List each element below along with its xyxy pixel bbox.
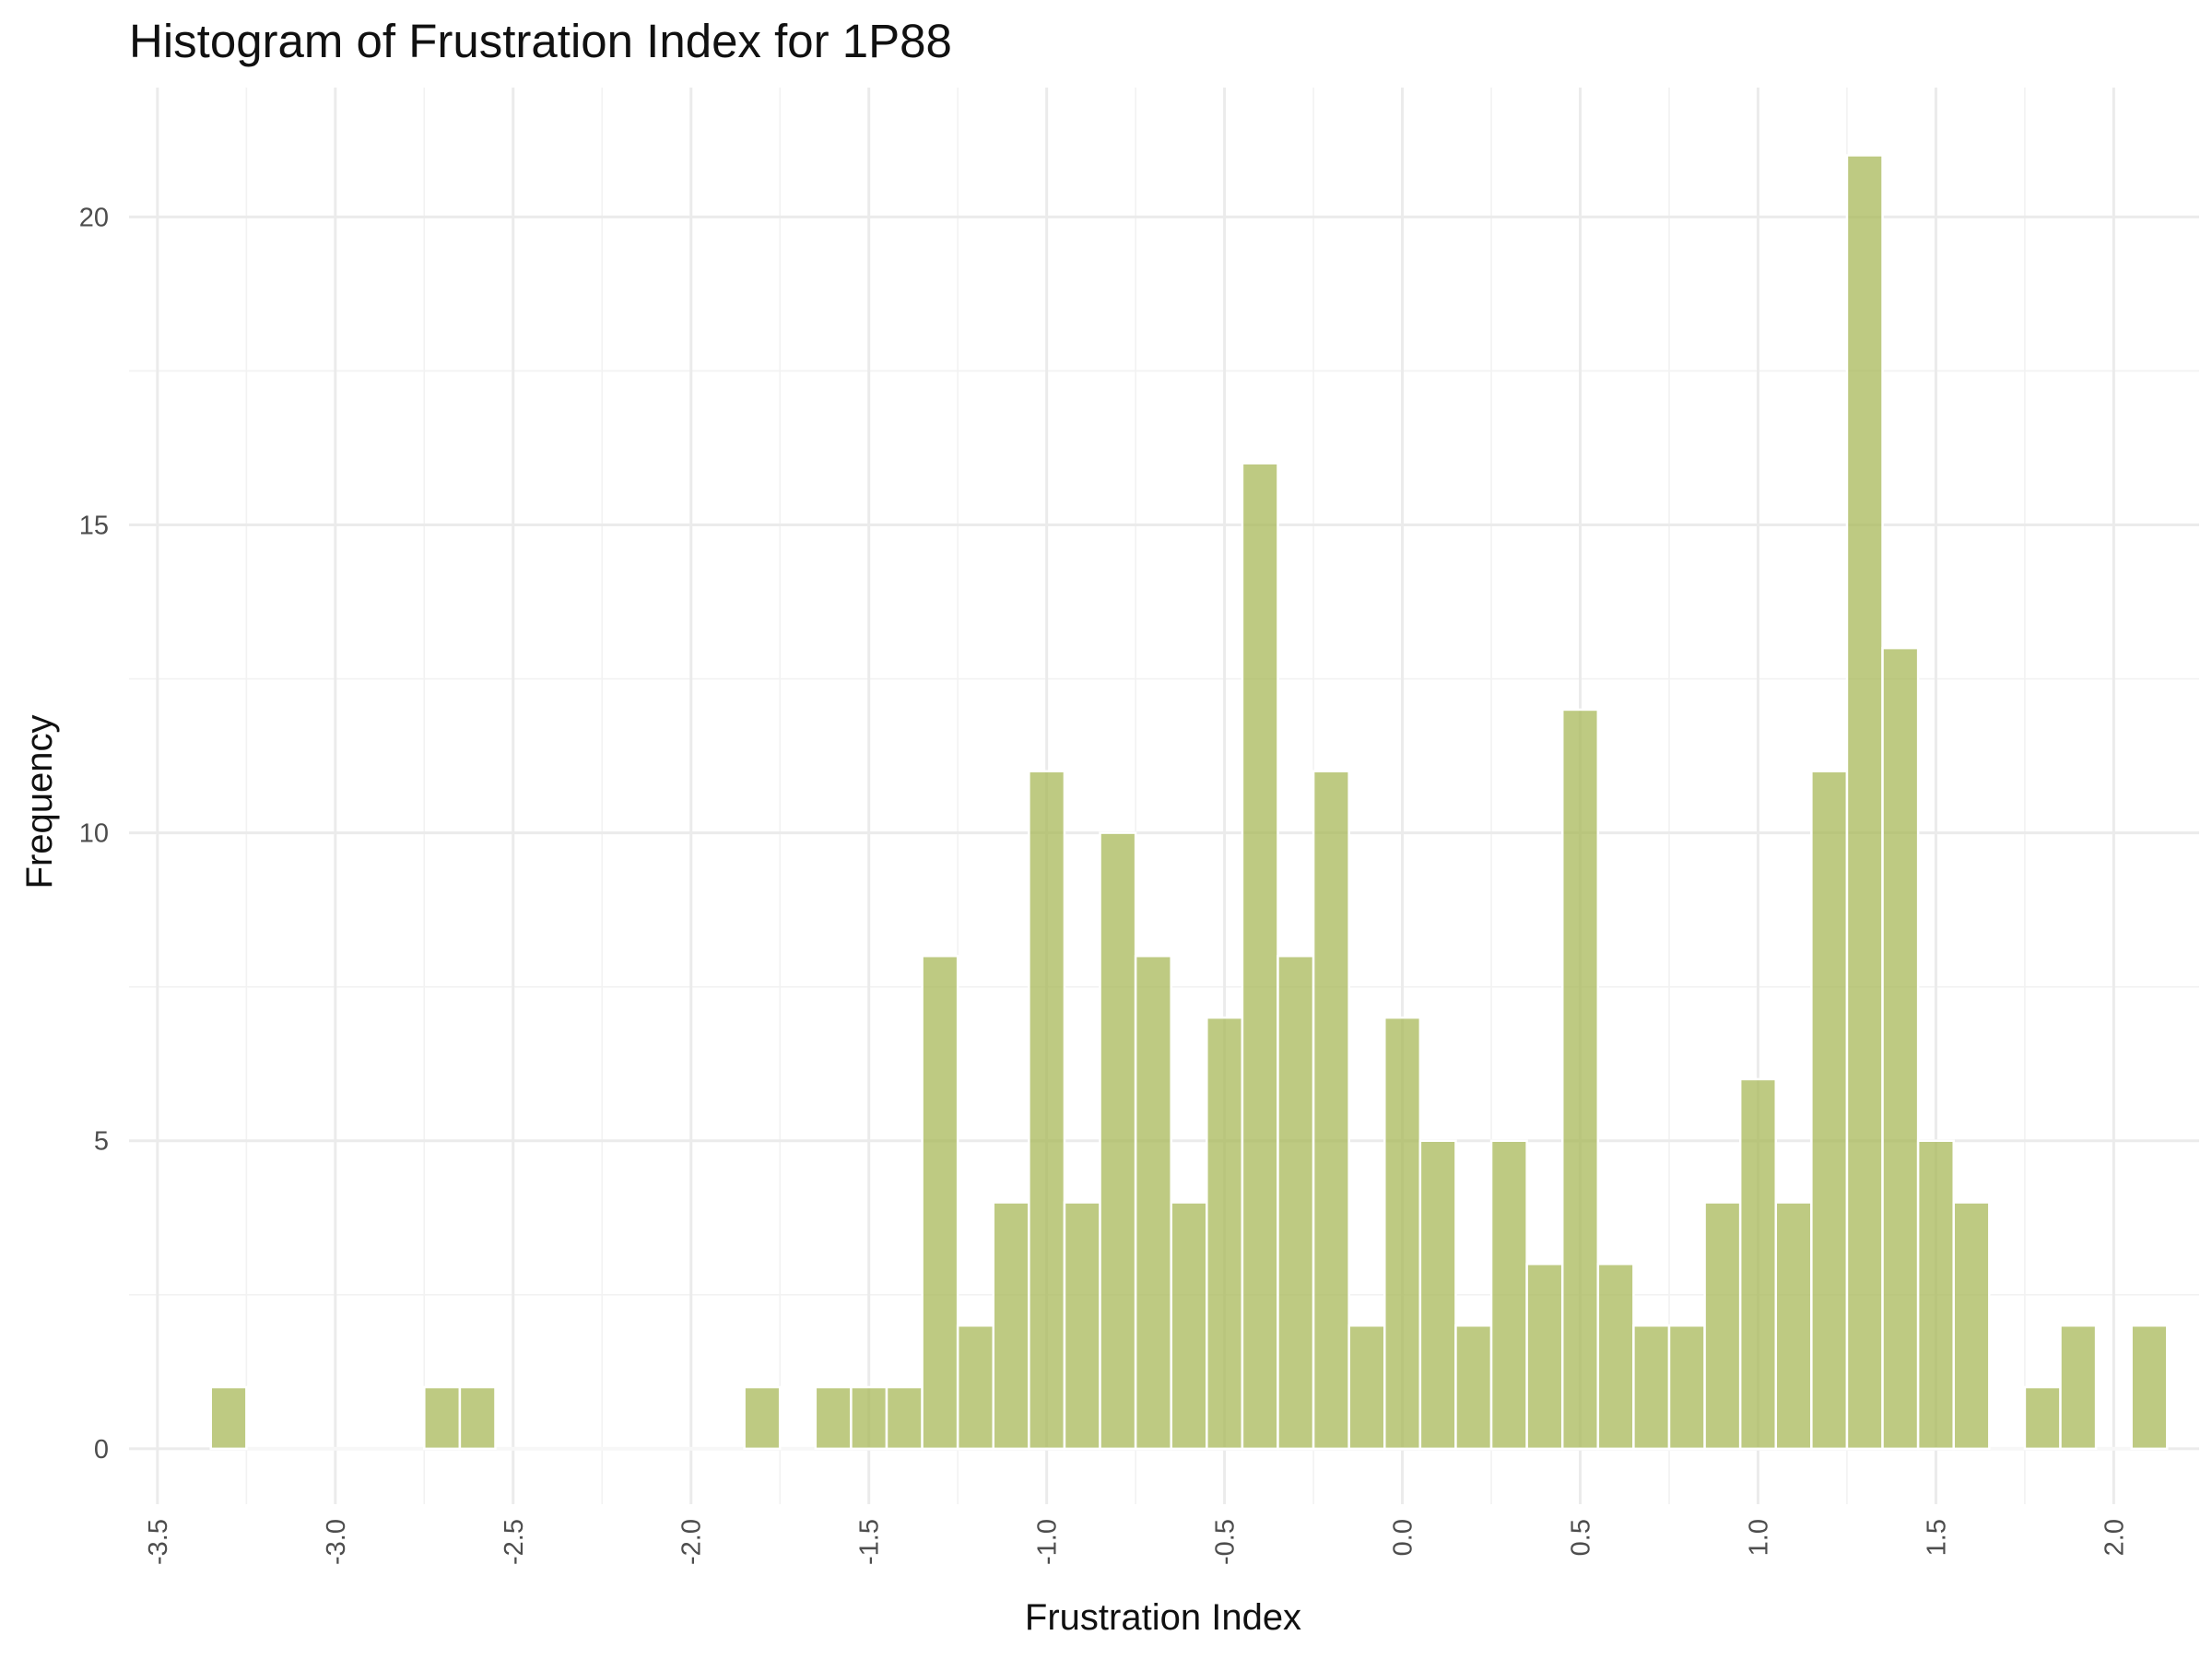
histogram-bar xyxy=(743,1385,782,1451)
histogram-bar xyxy=(885,1385,924,1451)
histogram-bar xyxy=(956,1324,995,1451)
x-tick-label: 1.0 xyxy=(1744,1519,1773,1556)
x-axis-ticks: -3.5 -3.0 -2.5 -2.0 -1.5 -1.0 -0.5 0.0 0.5 1.0 1.5… xyxy=(144,1519,2130,1565)
histogram-bar xyxy=(1383,1016,1422,1451)
histogram-bar xyxy=(1881,646,1920,1451)
histogram-bar xyxy=(1916,1139,1955,1451)
y-axis-ticks: 0 5 10 15 20 xyxy=(79,203,109,1465)
histogram-bar xyxy=(1703,1201,1742,1451)
x-tick-label: 0.5 xyxy=(1567,1519,1596,1556)
histogram-bar xyxy=(2130,1324,2169,1451)
x-tick-label: -1.0 xyxy=(1033,1519,1063,1565)
histogram-bar xyxy=(1347,1324,1386,1451)
histogram-bar xyxy=(1738,1077,1778,1451)
histogram-bar xyxy=(423,1385,462,1451)
y-tick-label: 0 xyxy=(94,1435,109,1465)
x-tick-label: 1.5 xyxy=(1922,1519,1951,1556)
y-axis-title: Frequency xyxy=(19,715,60,889)
histogram-bar xyxy=(1632,1324,1671,1451)
x-tick-label: -0.5 xyxy=(1211,1519,1241,1565)
x-tick-label: -2.0 xyxy=(677,1519,707,1565)
x-tick-label: -1.5 xyxy=(855,1519,885,1565)
y-tick-label: 10 xyxy=(79,819,109,849)
histogram-bar xyxy=(1845,154,1884,1451)
bars xyxy=(209,154,2169,1451)
histogram-bar xyxy=(1312,770,1350,1451)
histogram-bar xyxy=(1206,1016,1244,1451)
histogram-bar xyxy=(209,1385,248,1451)
histogram-bar xyxy=(992,1201,1030,1451)
histogram-bar xyxy=(2059,1324,2098,1451)
y-tick-label: 15 xyxy=(79,511,109,540)
histogram-bar xyxy=(1525,1263,1564,1451)
x-tick-label: -3.5 xyxy=(144,1519,173,1565)
histogram-bar xyxy=(921,954,959,1451)
x-tick-label: 2.0 xyxy=(2100,1519,2129,1556)
histogram-bar xyxy=(458,1385,497,1451)
histogram-bar xyxy=(1028,770,1066,1451)
histogram-bar xyxy=(1810,770,1849,1451)
x-axis-title: Frustration Index xyxy=(1025,1597,1301,1638)
x-tick-label: -2.5 xyxy=(500,1519,529,1565)
histogram-bar xyxy=(1170,1201,1208,1451)
histogram-bar xyxy=(1489,1139,1528,1451)
x-tick-label: -3.0 xyxy=(322,1519,351,1565)
histogram-bar xyxy=(1774,1201,1813,1451)
histogram-bar xyxy=(850,1385,888,1451)
x-tick-label: 0.0 xyxy=(1389,1519,1418,1556)
histogram-bar xyxy=(814,1385,853,1451)
histogram-bar xyxy=(1952,1201,1991,1451)
histogram-bar xyxy=(1454,1324,1493,1451)
histogram-bar xyxy=(1241,462,1279,1451)
histogram-bar xyxy=(1099,831,1137,1451)
y-tick-label: 20 xyxy=(79,203,109,232)
chart-title: Histogram of Frustration Index for 1P88 xyxy=(129,15,952,67)
y-tick-label: 5 xyxy=(94,1127,109,1157)
histogram-bar xyxy=(1277,954,1315,1451)
histogram-bar xyxy=(1596,1263,1635,1451)
histogram-bar xyxy=(2023,1385,2062,1451)
histogram-bar xyxy=(1667,1324,1706,1451)
histogram-bar xyxy=(1134,954,1172,1451)
histogram-bar xyxy=(1560,708,1600,1451)
histogram-bar xyxy=(1063,1201,1101,1451)
histogram-bar xyxy=(1418,1139,1457,1451)
